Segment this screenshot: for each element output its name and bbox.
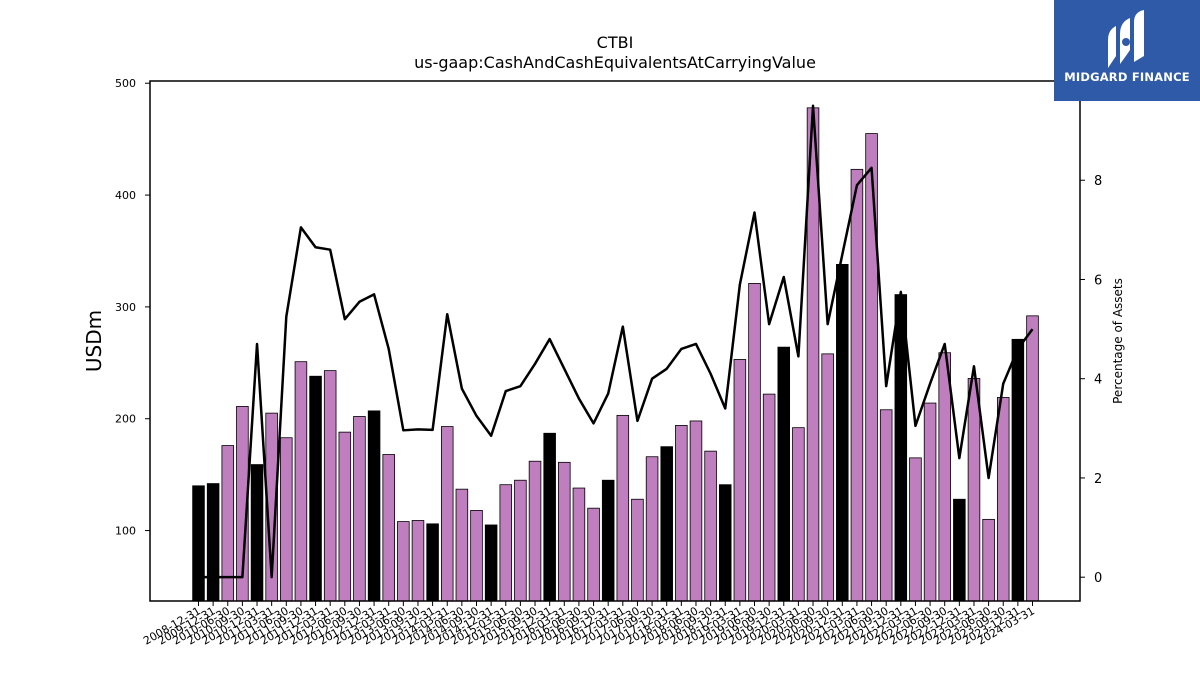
- y-tick-label: 300: [115, 301, 136, 314]
- bar-2015-06-30: [514, 479, 527, 602]
- bar-2013-09-30: [411, 520, 425, 602]
- bar-2017-03-31: [616, 414, 630, 602]
- bar-2012-12-31: [367, 410, 381, 602]
- bar-series: [192, 107, 1039, 602]
- bar-2012-09-30: [353, 416, 366, 602]
- x-axis-ticks: 2008-12-312009-12-312010-06-302010-09-30…: [141, 601, 1037, 648]
- bar-2014-09-30: [470, 510, 483, 602]
- bar-2019-06-30: [748, 283, 761, 602]
- chart-subtitle: us-gaap:CashAndCashEquivalentsAtCarrying…: [414, 53, 816, 72]
- bar-2011-06-30: [280, 437, 293, 602]
- bar-2021-06-30: [865, 133, 878, 602]
- y-axis-ticks: 100 200 300 400 500: [115, 77, 150, 538]
- bar-2023-06-30: [982, 518, 995, 602]
- bar-2015-12-31: [543, 432, 556, 602]
- bar-2021-03-31: [850, 168, 864, 602]
- y2-tick-label: 0: [1094, 571, 1102, 586]
- y-axis-label: USDm: [82, 310, 106, 372]
- bar-2019-09-30: [762, 393, 776, 602]
- y-tick-label: 100: [115, 525, 136, 538]
- bar-2014-06-30: [455, 488, 469, 602]
- bar-2018-06-30: [689, 420, 703, 602]
- y2-axis-label: Percentage of Assets: [1111, 278, 1125, 404]
- y2-tick-label: 6: [1094, 273, 1102, 288]
- percentage-line: [198, 104, 1034, 579]
- bar-2014-03-31: [440, 426, 454, 602]
- bar-2013-03-31: [382, 454, 395, 602]
- bar-2019-12-31: [777, 346, 791, 602]
- y-tick-label: 200: [115, 413, 136, 426]
- bar-2008-12-31: [192, 485, 205, 602]
- bar-2015-09-30: [528, 460, 542, 602]
- bar-2016-06-30: [572, 487, 586, 602]
- bar-2016-12-31: [601, 479, 615, 602]
- bar-2017-06-30: [631, 498, 644, 602]
- bar-2021-09-30: [879, 409, 893, 602]
- bar-2020-09-30: [821, 353, 834, 602]
- bar-2022-06-30: [923, 402, 937, 602]
- bar-2017-12-31: [660, 446, 673, 602]
- bar-2022-12-31: [953, 498, 966, 602]
- y-tick-label: 400: [115, 189, 136, 202]
- bar-2022-03-31: [909, 457, 922, 602]
- bar-2013-12-31: [426, 523, 439, 602]
- bar-2017-09-30: [645, 456, 659, 602]
- bar-2023-03-31: [967, 378, 981, 602]
- bar-2009-12-31: [206, 483, 220, 602]
- bar-2011-12-31: [309, 375, 322, 602]
- bar-2016-09-30: [587, 507, 600, 602]
- bar-2018-09-30: [704, 450, 717, 602]
- bar-2010-12-31: [250, 464, 264, 602]
- bar-2022-09-30: [938, 352, 951, 602]
- midgard-finance-logo: MIDGARD FINANCE: [1054, 0, 1200, 101]
- y-tick-label: 500: [115, 77, 136, 90]
- bar-2023-09-30: [996, 397, 1010, 602]
- bar-2024-03-31: [1026, 315, 1039, 602]
- bar-2011-09-30: [294, 361, 308, 602]
- bar-2016-03-31: [558, 461, 571, 602]
- bar-2023-12-31: [1011, 338, 1025, 602]
- midgard-logo-icon: [1108, 10, 1144, 68]
- percentage-line-series: [198, 104, 1034, 579]
- bar-2012-06-30: [338, 431, 352, 602]
- bar-2020-12-31: [836, 263, 849, 602]
- logo-text: MIDGARD FINANCE: [1064, 70, 1190, 84]
- chart-title: CTBI: [597, 33, 634, 52]
- y2-tick-label: 8: [1094, 174, 1102, 189]
- bar-2018-12-31: [718, 484, 732, 602]
- bar-2019-03-31: [733, 359, 747, 602]
- y2-tick-label: 4: [1094, 373, 1102, 388]
- bar-2020-03-31: [792, 427, 805, 602]
- bar-2014-12-31: [484, 524, 498, 602]
- y2-axis-ticks: 0 2 4 6 8: [1080, 174, 1102, 586]
- plot-frame: [149, 80, 1081, 602]
- bar-2018-03-31: [675, 425, 688, 602]
- bar-2012-03-31: [323, 370, 337, 602]
- bar-2015-03-31: [499, 484, 513, 602]
- y2-tick-label: 2: [1094, 472, 1102, 487]
- bar-2013-06-30: [397, 521, 410, 602]
